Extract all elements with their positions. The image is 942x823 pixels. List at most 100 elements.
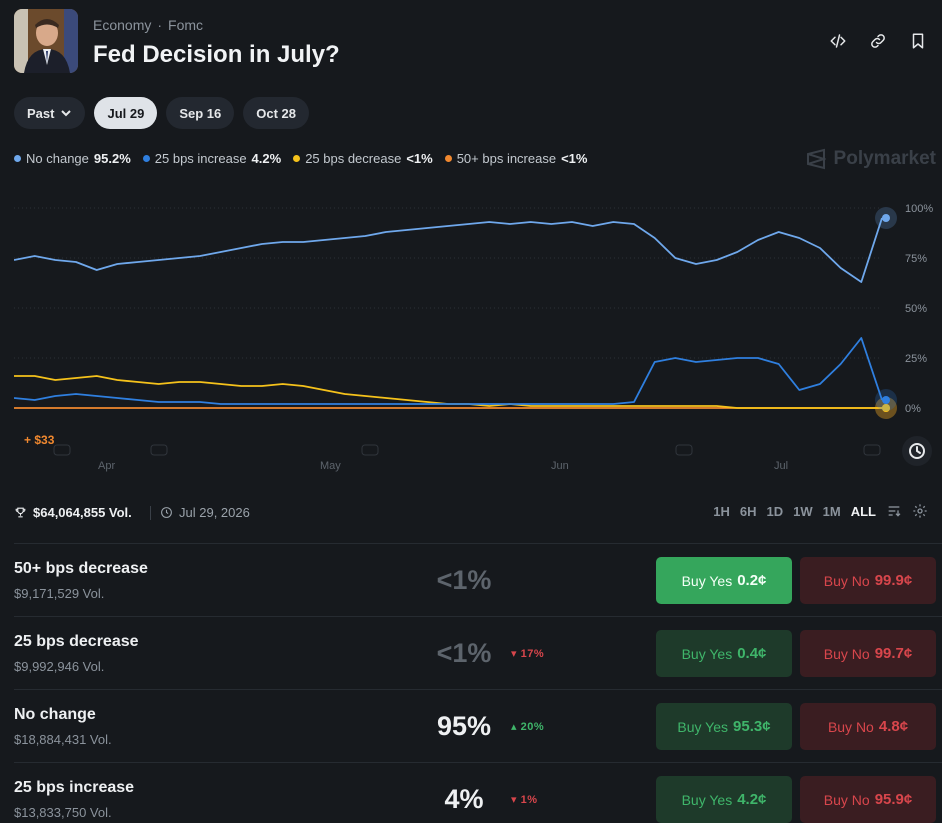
buy-yes-button[interactable]: Buy Yes 0.4¢ — [656, 630, 792, 677]
range-all[interactable]: ALL — [850, 503, 876, 519]
x-tick-label: May — [320, 460, 341, 472]
legend-value: <1% — [561, 151, 588, 166]
legend-dot — [444, 155, 452, 162]
buy-no-label: Buy No — [827, 718, 874, 735]
embed-icon[interactable] — [828, 31, 848, 51]
legend-item: 50+ bps increase <1% — [444, 151, 588, 166]
series-endpoint — [882, 214, 890, 222]
outcome-row[interactable]: No change $18,884,431 Vol. 95% ▴ 20% Buy… — [14, 689, 942, 762]
outcome-row[interactable]: 50+ bps decrease $9,171,529 Vol. <1% Buy… — [14, 543, 942, 616]
time-range-selector: 1H 6H 1D 1W 1M ALL — [713, 503, 928, 519]
breadcrumb-category[interactable]: Economy — [93, 17, 152, 33]
breadcrumb-separator: · — [157, 17, 163, 33]
range-handle — [863, 444, 881, 456]
outcome-volume: $18,884,431 Vol. — [14, 732, 112, 747]
outcomes-list: 50+ bps decrease $9,171,529 Vol. <1% Buy… — [14, 543, 942, 823]
buy-yes-label: Buy Yes — [681, 645, 733, 662]
settings-gear-icon[interactable] — [912, 503, 928, 519]
legend-dot — [293, 155, 301, 162]
trophy-icon — [15, 507, 26, 518]
y-tick-label: 100% — [905, 203, 933, 215]
filter-icon[interactable] — [886, 503, 902, 519]
series-line — [13, 337, 883, 405]
outcome-name: No change — [14, 706, 96, 723]
market-image — [14, 9, 78, 73]
series-endpoint — [882, 404, 890, 412]
legend-label: No change — [26, 151, 89, 166]
divider — [150, 506, 151, 520]
buy-no-button[interactable]: Buy No 99.7¢ — [800, 630, 936, 677]
legend-label: 50+ bps increase — [456, 151, 557, 166]
total-volume: $64,064,855 Vol. — [14, 505, 132, 520]
outcome-row[interactable]: 25 bps decrease $9,992,946 Vol. <1% ▾ 17… — [14, 616, 942, 689]
market-image-graphic — [14, 9, 78, 73]
polymarket-logo-icon — [806, 148, 826, 170]
series-line — [13, 217, 883, 283]
buy-no-button[interactable]: Buy No 95.9¢ — [800, 776, 936, 823]
pnl-annotation: + $33 — [24, 433, 55, 447]
legend-label: 25 bps increase — [154, 151, 247, 166]
buy-no-price: 99.9¢ — [874, 572, 913, 589]
history-clock-icon[interactable] — [902, 436, 932, 466]
buy-yes-price: 95.3¢ — [733, 718, 771, 735]
date-tabs: Past Jul 29 Sep 16 Oct 28 — [14, 97, 309, 129]
buy-yes-price: 0.2¢ — [737, 572, 767, 589]
market-header: Economy · Fomc Fed Decision in July? — [14, 9, 928, 73]
outcome-volume: $13,833,750 Vol. — [14, 805, 112, 820]
stats-bar: $64,064,855 Vol. Jul 29, 2026 1H 6H 1D 1… — [14, 503, 928, 523]
page-title: Fed Decision in July? — [93, 41, 340, 68]
chart-svg: Apr May Jun Jul 100% 75% 50% 25% 0% + $33 — [13, 203, 933, 472]
buy-no-label: Buy No — [823, 572, 870, 589]
buy-no-button[interactable]: Buy No 4.8¢ — [800, 703, 936, 750]
tab-label: Sep 16 — [179, 105, 222, 121]
range-1m[interactable]: 1M — [822, 503, 841, 519]
outcome-name: 25 bps decrease — [14, 633, 139, 650]
brand-watermark: Polymarket — [806, 148, 936, 170]
range-1w[interactable]: 1W — [793, 503, 813, 519]
legend-dot — [14, 155, 21, 162]
link-icon[interactable] — [868, 31, 888, 51]
legend-item: No change 95.2% — [14, 151, 131, 166]
buy-yes-button[interactable]: Buy Yes 0.2¢ — [656, 557, 792, 604]
tab-label: Jul 29 — [107, 105, 145, 121]
outcome-volume: $9,992,946 Vol. — [14, 659, 105, 674]
breadcrumb-subcategory[interactable]: Fomc — [168, 17, 204, 33]
buy-yes-label: Buy Yes — [681, 791, 733, 808]
outcome-probability: 95% — [436, 711, 492, 741]
tab-sep-16[interactable]: Sep 16 — [166, 97, 235, 129]
buy-no-button[interactable]: Buy No 99.9¢ — [800, 557, 936, 604]
outcome-name: 25 bps increase — [14, 779, 135, 796]
outcome-name: 50+ bps decrease — [14, 560, 148, 577]
buy-no-price: 4.8¢ — [878, 718, 909, 735]
bookmark-icon[interactable] — [908, 31, 928, 51]
buy-yes-price: 0.4¢ — [737, 645, 767, 662]
price-chart[interactable]: Apr May Jun Jul 100% 75% 50% 25% 0% + $33 — [13, 195, 942, 480]
tab-oct-28[interactable]: Oct 28 — [243, 97, 309, 129]
end-date: Jul 29, 2026 — [160, 505, 250, 520]
range-6h[interactable]: 6H — [739, 503, 757, 519]
range-handle — [675, 444, 693, 456]
range-1h[interactable]: 1H — [713, 503, 730, 519]
y-tick-label: 75% — [905, 253, 927, 265]
range-1d[interactable]: 1D — [766, 503, 784, 519]
volume-text: $64,064,855 Vol. — [33, 505, 132, 520]
legend-dot — [142, 155, 150, 162]
tab-jul-29[interactable]: Jul 29 — [94, 97, 158, 129]
range-handle — [53, 444, 71, 456]
tab-past[interactable]: Past — [14, 97, 86, 129]
end-date-text: Jul 29, 2026 — [179, 505, 250, 520]
x-tick-label: Apr — [98, 460, 115, 472]
buy-yes-label: Buy Yes — [681, 572, 733, 589]
buy-yes-label: Buy Yes — [677, 718, 729, 735]
y-tick-label: 50% — [905, 303, 927, 315]
buy-no-price: 95.9¢ — [874, 791, 913, 808]
buy-yes-button[interactable]: Buy Yes 4.2¢ — [656, 776, 792, 823]
buy-yes-button[interactable]: Buy Yes 95.3¢ — [656, 703, 792, 750]
outcome-row[interactable]: 25 bps increase $13,833,750 Vol. 4% ▾ 1%… — [14, 762, 942, 823]
outcome-probability: <1% — [436, 565, 492, 595]
x-tick-label: Jun — [551, 460, 569, 472]
legend-label: 25 bps decrease — [305, 151, 402, 166]
header-actions — [828, 31, 928, 51]
outcome-probability: 4% — [444, 784, 484, 814]
breadcrumb: Economy · Fomc — [93, 17, 203, 33]
